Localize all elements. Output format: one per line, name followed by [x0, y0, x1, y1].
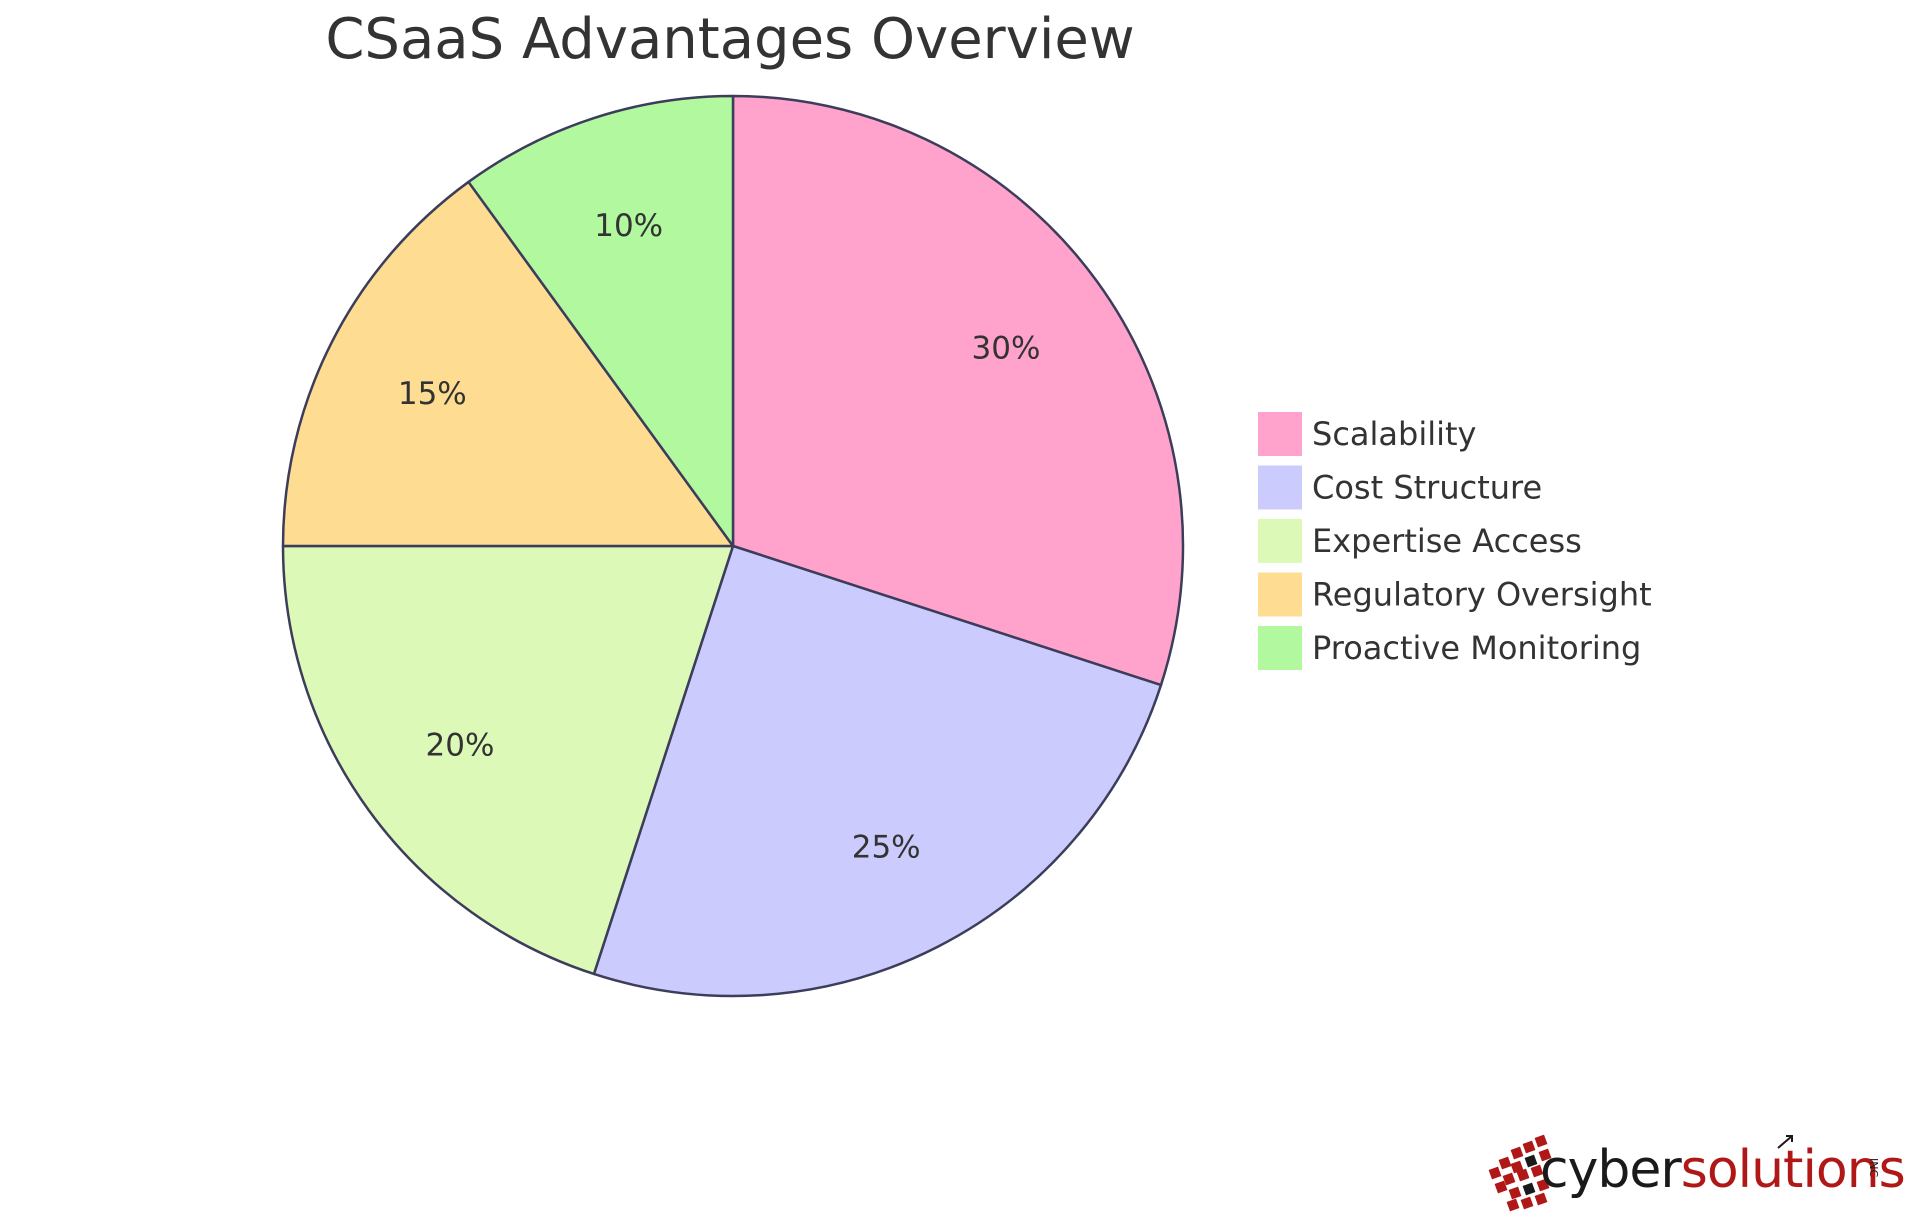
pie-slices: [281, 94, 1185, 998]
logo-square: [1494, 1180, 1508, 1194]
legend-label-proactive-monitoring: Proactive Monitoring: [1312, 629, 1641, 667]
logo-mark-icon: [1488, 1134, 1552, 1212]
slice-label-scalability: 30%: [972, 331, 1041, 367]
logo-square: [1498, 1156, 1512, 1170]
legend-swatch-regulatory-oversight: [1258, 572, 1302, 617]
pie-slice-expertise-access: [281, 544, 735, 976]
logo-square: [1502, 1172, 1516, 1186]
logo-square: [1510, 1146, 1524, 1160]
logo-square: [1510, 1160, 1524, 1174]
logo-text-inc: INC: [1867, 1158, 1880, 1177]
slice-label-expertise-access: 20%: [426, 727, 495, 763]
logo-square: [1508, 1186, 1522, 1200]
logo-square: [1506, 1198, 1520, 1212]
pie-slice-cost-structure: [592, 544, 1163, 998]
slice-label-proactive-monitoring: 10%: [594, 208, 663, 244]
logo-square: [1530, 1164, 1544, 1178]
logo-text: cybersolutions: [1540, 1140, 1905, 1200]
slice-label-cost-structure: 25%: [852, 830, 921, 866]
company-logo: cybersolutions INC: [1488, 1134, 1906, 1212]
legend-swatch-proactive-monitoring: [1258, 626, 1302, 670]
pie-slice-labels: 30% 25% 20% 15% 10%: [398, 208, 1041, 866]
legend-label-scalability: Scalability: [1312, 415, 1476, 453]
slice-label-regulatory-oversight: 15%: [398, 376, 467, 412]
logo-square: [1534, 1192, 1548, 1206]
logo-arrow-icon: [1777, 1135, 1793, 1149]
logo-square: [1522, 1140, 1536, 1154]
chart-title: CSaaS Advantages Overview: [325, 7, 1134, 72]
logo-square: [1522, 1182, 1536, 1196]
pie-slice-regulatory-oversight: [281, 180, 735, 548]
logo-text-cyber: cyber: [1540, 1140, 1682, 1200]
logo-square: [1524, 1154, 1538, 1168]
logo-square: [1516, 1168, 1530, 1182]
legend-label-regulatory-oversight: Regulatory Oversight: [1312, 576, 1652, 614]
legend-label-expertise-access: Expertise Access: [1312, 522, 1582, 560]
logo-text-solutions: solutions: [1681, 1140, 1905, 1200]
legend: Scalability Cost Structure Expertise Acces…: [1258, 412, 1652, 670]
logo-square: [1534, 1134, 1548, 1148]
logo-square: [1536, 1178, 1550, 1192]
logo-square: [1488, 1166, 1502, 1180]
legend-swatch-expertise-access: [1258, 519, 1302, 563]
pie-slice-proactive-monitoring: [467, 94, 735, 548]
logo-square: [1538, 1148, 1552, 1162]
legend-swatch-scalability: [1258, 412, 1302, 456]
pie-slice-scalability: [731, 94, 1185, 687]
legend-swatch-cost-structure: [1258, 465, 1302, 510]
logo-square: [1520, 1196, 1534, 1210]
legend-label-cost-structure: Cost Structure: [1312, 469, 1542, 507]
